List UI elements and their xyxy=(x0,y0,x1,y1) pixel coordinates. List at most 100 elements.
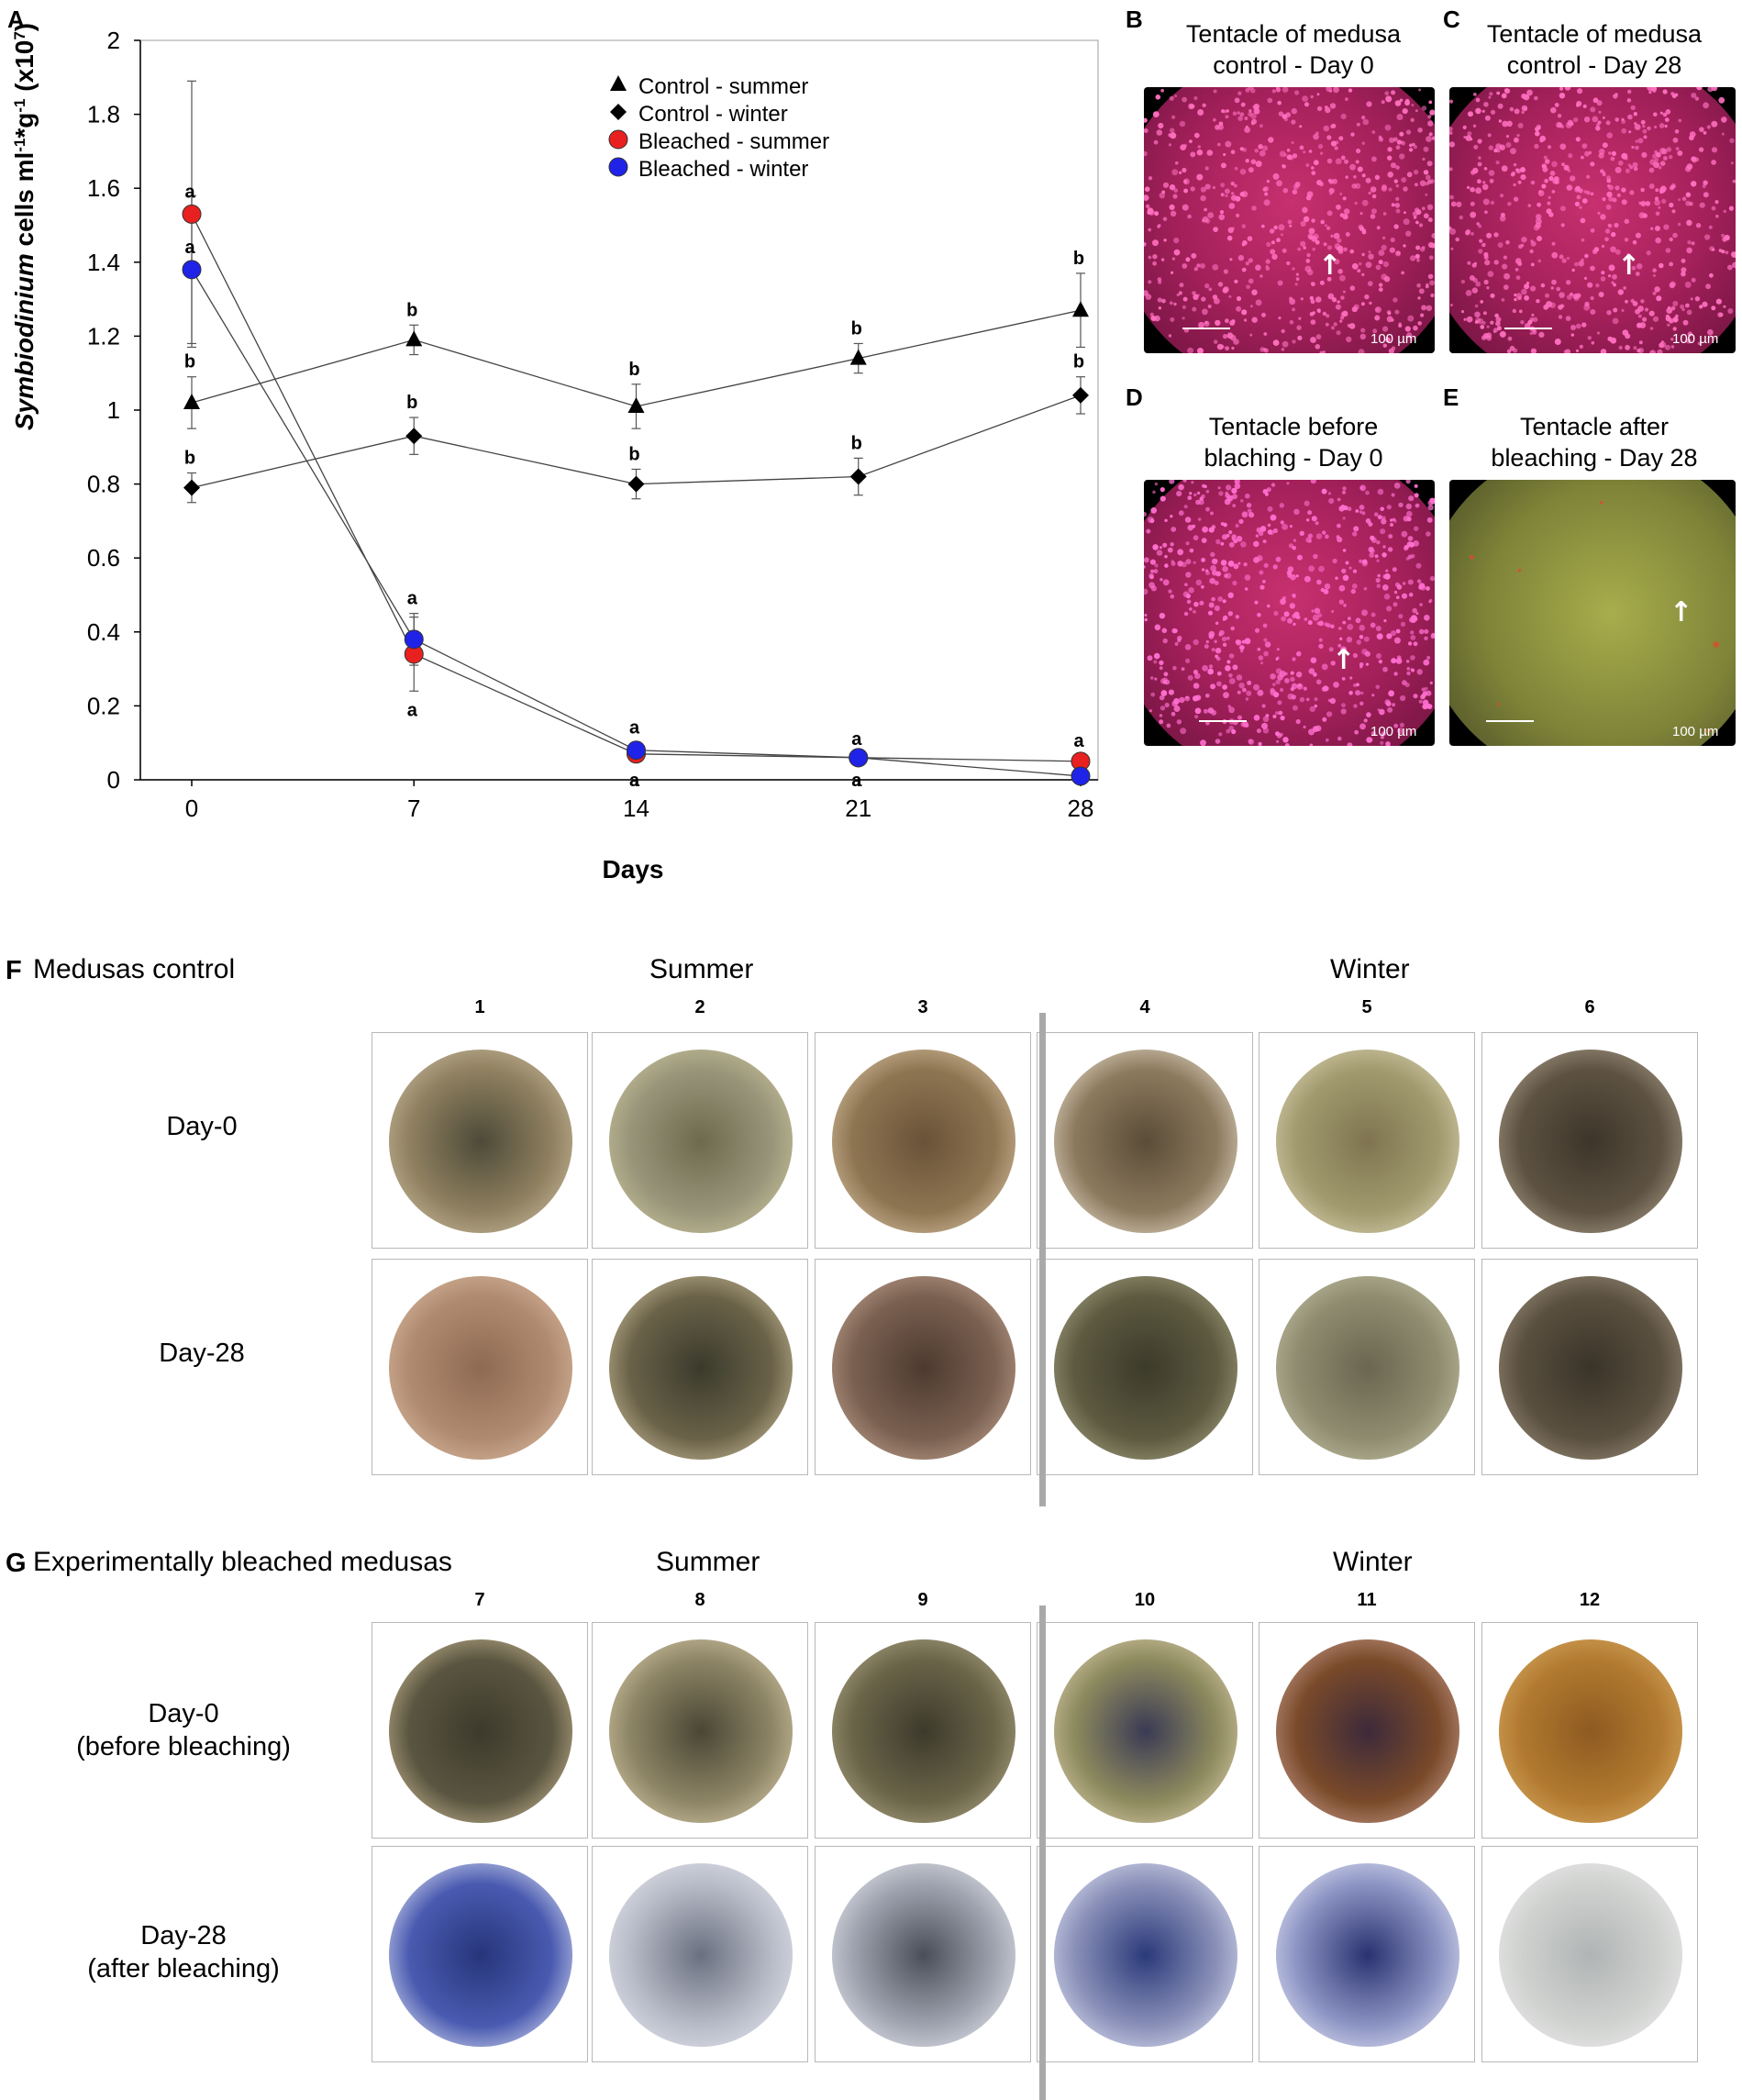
control-medusa-photo xyxy=(592,1032,808,1249)
medusa-body xyxy=(832,1050,1015,1233)
caption-line: Tentacle of medusa xyxy=(1185,20,1402,48)
data-point xyxy=(182,260,202,280)
legend-entry: Bleached - summer xyxy=(638,129,829,154)
column-number: 6 xyxy=(1584,997,1595,1017)
panel-g-winter-label: Winter xyxy=(1333,1547,1413,1577)
arrow-icon: ↑ xyxy=(1332,644,1356,676)
column-number: 10 xyxy=(1134,1590,1156,1610)
x-tick-label: 14 xyxy=(623,794,649,822)
micrograph-b-caption: Tentacle of medusa control - Day 0 xyxy=(1142,18,1445,81)
data-point xyxy=(627,396,645,413)
bleached-medusa-photo xyxy=(1259,1846,1475,2062)
y-axis-label: Symbiodinium cells ml-1*g-1 (x107) xyxy=(10,23,39,430)
micrograph-d: ↑ 100 µm xyxy=(1144,480,1435,746)
caption-line: blaching - Day 0 xyxy=(1204,444,1383,472)
micrograph-e-caption: Tentacle after bleaching - Day 28 xyxy=(1448,411,1741,473)
data-point xyxy=(405,330,423,347)
column-number: 12 xyxy=(1579,1590,1601,1610)
legend-entry: Control - summer xyxy=(638,74,808,99)
symbiodinium-chart: 0 0.2 0.4 0.6 0.8 1 1.2 1.4 1.6 1.8 2 0 7 14 21 28 b b b b b… xyxy=(10,23,1099,883)
control-medusa-photo xyxy=(592,1259,808,1475)
legend-marker xyxy=(608,129,628,150)
panel-g-summer-label: Summer xyxy=(656,1547,760,1577)
panel-g-title: Experimentally bleached medusas xyxy=(33,1547,452,1577)
column-number: 8 xyxy=(694,1590,705,1610)
data-point xyxy=(183,393,200,409)
y-tick-label: 0.4 xyxy=(87,618,120,646)
scale-bar xyxy=(1504,328,1552,329)
column-number: 1 xyxy=(474,997,485,1017)
panel-label-g: G xyxy=(6,1549,27,1578)
data-point xyxy=(849,748,869,768)
medusa-body xyxy=(389,1050,572,1233)
panel-g-row-day28: Day-28 (after bleaching) xyxy=(46,1919,321,1985)
legend-marker xyxy=(610,104,627,120)
data-point xyxy=(1071,766,1091,786)
medusa-body xyxy=(389,1863,572,2047)
significance-letter: a xyxy=(407,589,418,609)
y-tick-label: 0.6 xyxy=(87,544,120,572)
significance-letter: b xyxy=(851,318,862,339)
x-tick-label: 28 xyxy=(1068,794,1094,822)
medusa-body xyxy=(832,1639,1015,1823)
medusa-body xyxy=(1054,1863,1237,2047)
significance-letter: a xyxy=(1073,731,1084,751)
bleached-medusa-photo xyxy=(1481,1846,1698,2062)
significance-letter: a xyxy=(851,729,862,750)
micrograph-b: ↑ 100 µm xyxy=(1144,87,1435,353)
caption-line: Tentacle of medusa xyxy=(1486,20,1703,48)
significance-letter: b xyxy=(1073,352,1084,372)
scale-text: 100 µm xyxy=(1370,724,1417,739)
y-tick-label: 2 xyxy=(107,27,120,54)
medusa-body xyxy=(609,1639,793,1823)
caption-line: Tentacle after xyxy=(1519,413,1670,440)
column-number: 3 xyxy=(917,997,928,1017)
panel-label-d: D xyxy=(1126,383,1143,411)
significance-letter: a xyxy=(851,771,862,791)
row-label-line: Day-28 xyxy=(140,1921,227,1950)
legend-entry: Control - winter xyxy=(638,102,788,127)
cell-dots xyxy=(1449,87,1736,353)
control-medusa-photo xyxy=(1037,1032,1253,1249)
x-tick-label: 7 xyxy=(407,794,420,822)
y-tick-label: 1.2 xyxy=(87,322,120,350)
medusa-body xyxy=(1499,1639,1682,1823)
significance-letter: b xyxy=(1073,249,1084,269)
panel-f-row-day0: Day-0 xyxy=(166,1112,238,1141)
control-medusa-photo xyxy=(1259,1032,1475,1249)
x-axis-label: Days xyxy=(603,855,664,883)
y-tick-label: 0.8 xyxy=(87,471,120,498)
y-tick-label: 0.2 xyxy=(87,692,120,719)
data-point xyxy=(849,468,867,485)
data-point xyxy=(405,428,423,445)
medusa-body xyxy=(609,1863,793,2047)
panel-f-winter-label: Winter xyxy=(1330,954,1410,984)
scale-text: 100 µm xyxy=(1672,331,1719,347)
bleached-medusa-photo xyxy=(1259,1622,1475,1839)
panel-f-title: Medusas control xyxy=(33,954,236,984)
control-medusa-photo xyxy=(372,1259,588,1475)
column-number: 11 xyxy=(1357,1590,1377,1610)
medusa-body xyxy=(832,1276,1015,1460)
panel-label-a: A xyxy=(7,6,25,33)
control-medusa-photo xyxy=(815,1032,1031,1249)
y-tick-label: 1.6 xyxy=(87,174,120,202)
caption-line: Tentacle before xyxy=(1208,413,1379,440)
caption-line: bleaching - Day 28 xyxy=(1491,444,1698,472)
field-of-view xyxy=(1449,480,1736,746)
significance-letter: a xyxy=(184,182,195,202)
column-number: 9 xyxy=(917,1590,928,1610)
data-point xyxy=(627,475,645,493)
medusa-body xyxy=(1054,1639,1237,1823)
row-label-line: Day-0 xyxy=(148,1699,219,1728)
bleached-medusa-photo xyxy=(1037,1622,1253,1839)
significance-letter: b xyxy=(406,393,417,413)
medusa-body xyxy=(389,1639,572,1823)
bleached-medusa-photo xyxy=(592,1846,808,2062)
arrow-icon: ↑ xyxy=(1318,250,1342,282)
control-medusa-photo xyxy=(1481,1032,1698,1249)
significance-letter: a xyxy=(407,700,418,720)
medusa-body xyxy=(1276,1276,1459,1460)
bleached-medusa-photo xyxy=(1481,1622,1698,1839)
medusa-body xyxy=(609,1276,793,1460)
